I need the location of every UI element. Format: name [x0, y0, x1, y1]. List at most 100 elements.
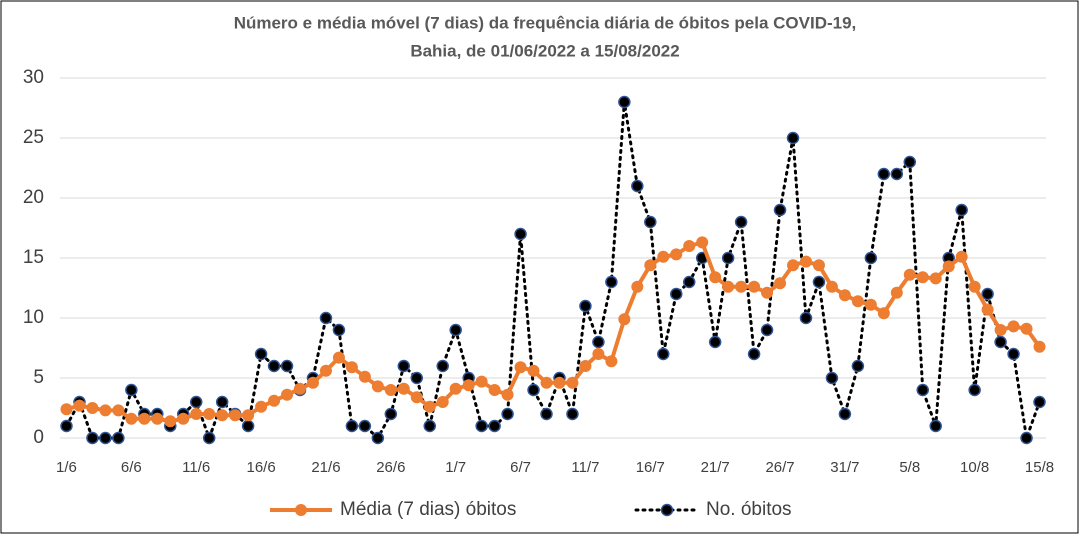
point [890, 286, 903, 299]
point [384, 384, 397, 396]
point [877, 167, 891, 181]
point [605, 275, 618, 289]
x-tick-label: 1/6 [56, 459, 77, 476]
point [138, 412, 151, 425]
point [60, 419, 73, 433]
point [1033, 340, 1046, 353]
point [916, 271, 929, 284]
point [566, 407, 579, 421]
point [436, 359, 449, 373]
point [644, 259, 657, 272]
point [125, 412, 138, 425]
point [527, 383, 540, 397]
point [566, 376, 579, 389]
point [942, 260, 955, 273]
point [371, 380, 384, 393]
point [734, 215, 748, 229]
point [540, 376, 553, 389]
point [825, 280, 838, 293]
point [268, 394, 281, 407]
point [449, 323, 462, 337]
point [851, 359, 865, 373]
y-tick-label: 25 [23, 127, 44, 148]
series-line [65, 240, 1042, 424]
point [384, 407, 398, 421]
y-tick-label: 30 [23, 67, 44, 88]
point [423, 419, 436, 433]
point [488, 419, 501, 433]
point [241, 419, 255, 433]
point [1007, 320, 1020, 333]
point [410, 391, 423, 404]
point [838, 407, 852, 421]
point [397, 382, 410, 395]
point [99, 431, 112, 445]
point [475, 419, 488, 433]
point [294, 382, 307, 395]
point [553, 376, 566, 389]
point [462, 379, 475, 392]
point [254, 347, 268, 361]
point [903, 155, 917, 169]
x-tick-label: 16/6 [246, 459, 275, 476]
point [592, 335, 605, 349]
point [1020, 431, 1033, 445]
point [73, 399, 86, 412]
point [190, 408, 203, 420]
point [851, 295, 864, 308]
legend-label: No. óbitos [706, 499, 792, 520]
point [890, 167, 904, 181]
point [631, 179, 644, 193]
point [475, 375, 488, 388]
x-tick-label: 6/7 [510, 459, 531, 476]
point [761, 286, 774, 299]
point [112, 404, 125, 417]
y-tick-label: 15 [23, 247, 44, 268]
point [488, 384, 501, 396]
point [189, 395, 203, 409]
point [306, 376, 319, 389]
chart-title: Número e média móvel (7 dias) da frequên… [234, 13, 857, 32]
x-tick-label: 11/6 [182, 459, 210, 476]
x-tick-label: 16/7 [636, 459, 665, 476]
point [683, 240, 696, 252]
point [1033, 395, 1046, 409]
point [994, 335, 1007, 349]
point [618, 313, 631, 326]
point [968, 280, 981, 293]
point [397, 359, 411, 373]
point [255, 400, 268, 413]
point [1007, 347, 1020, 361]
point [825, 371, 839, 385]
y-tick-label: 0 [33, 427, 44, 448]
point [877, 307, 890, 320]
point [514, 227, 527, 241]
legend-marker [295, 504, 307, 516]
legend-label: Média (7 dias) óbitos [340, 499, 516, 520]
point [319, 364, 332, 377]
point [1020, 322, 1033, 335]
point [332, 351, 345, 364]
point [735, 280, 748, 293]
series-line [64, 101, 1042, 443]
point [799, 311, 813, 325]
point [722, 280, 735, 293]
point [501, 407, 514, 421]
point [514, 361, 527, 374]
point [501, 388, 514, 401]
x-tick-label: 21/7 [701, 459, 730, 476]
point [787, 259, 800, 272]
point [281, 388, 294, 401]
point [955, 203, 968, 217]
point [981, 287, 994, 301]
point [670, 248, 683, 261]
point [527, 364, 540, 377]
point [644, 215, 657, 229]
point [579, 299, 592, 313]
point [215, 395, 229, 409]
point [864, 251, 878, 265]
point [708, 335, 722, 349]
point [410, 371, 424, 385]
point [345, 419, 359, 433]
